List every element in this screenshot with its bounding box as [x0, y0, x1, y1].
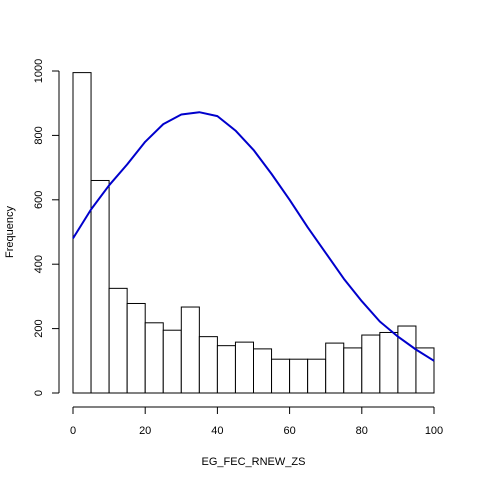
y-axis-title: Frequency: [4, 206, 16, 258]
histogram-bar: [234, 341, 254, 394]
y-tick-label: 0: [33, 390, 45, 396]
histogram-bar: [325, 342, 345, 394]
density-curve-line: [72, 111, 435, 362]
histogram-bar: [289, 358, 309, 394]
histogram-bar: [180, 306, 200, 394]
y-tick-label: 1000: [33, 59, 45, 83]
x-tick-label: 0: [70, 425, 76, 437]
histogram-bar: [271, 358, 291, 394]
bars-layer: [72, 72, 435, 394]
histogram-bar: [198, 336, 218, 394]
histogram-bar: [253, 348, 273, 394]
y-tick-label: 400: [33, 255, 45, 273]
histogram-bar: [397, 325, 417, 394]
histogram-bar: [343, 347, 363, 394]
histogram-bar: [162, 329, 182, 394]
histogram-bar: [126, 302, 146, 394]
y-tick-label: 800: [33, 126, 45, 144]
histogram-bar: [307, 358, 327, 394]
y-tick-label: 600: [33, 191, 45, 209]
density-curve-layer: [72, 111, 435, 362]
x-tick-label: 20: [139, 425, 151, 437]
x-tick-label: 80: [356, 425, 368, 437]
histogram-bar: [216, 345, 236, 394]
histogram-bar: [108, 287, 128, 394]
histogram-bar: [379, 331, 399, 394]
histogram-bar: [361, 334, 381, 394]
x-tick-label: 60: [283, 425, 295, 437]
x-axis-title: EG_FEC_RNEW_ZS: [202, 456, 306, 468]
x-tick-label: 40: [211, 425, 223, 437]
histogram-bar: [144, 322, 164, 394]
x-tick-label: 100: [425, 425, 443, 437]
y-tick-label: 200: [33, 319, 45, 337]
histogram-bar: [415, 347, 435, 394]
histogram-bar: [90, 179, 110, 394]
